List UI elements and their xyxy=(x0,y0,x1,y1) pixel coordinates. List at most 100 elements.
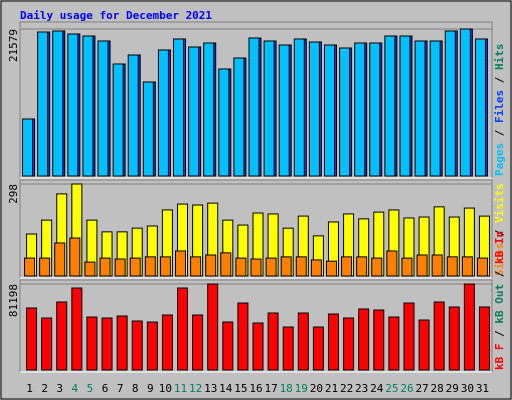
bar xyxy=(67,33,79,177)
legend: Pages / Files / Hits xyxy=(493,44,506,177)
bar xyxy=(192,314,204,371)
legend-entry: Files xyxy=(493,90,506,123)
legend-separator: / xyxy=(493,123,506,143)
x-tick-label: 1 xyxy=(26,382,33,395)
bar xyxy=(112,63,124,177)
x-tick-label: 24 xyxy=(370,382,384,395)
bar xyxy=(463,283,475,371)
bar xyxy=(263,40,275,177)
bar xyxy=(282,326,294,371)
legend-separator: / xyxy=(493,324,506,344)
x-tick-label: 30 xyxy=(461,382,474,395)
bar xyxy=(433,301,445,371)
bar xyxy=(476,257,488,277)
bar xyxy=(86,316,98,371)
legend-entry: kB F xyxy=(493,344,506,371)
bar xyxy=(129,257,141,277)
bar xyxy=(39,257,51,277)
bar xyxy=(429,40,441,177)
x-tick-label: 14 xyxy=(219,382,233,395)
x-tick-label: 18 xyxy=(280,382,293,395)
x-tick-label: 29 xyxy=(446,382,459,395)
bar xyxy=(414,40,426,177)
x-tick-label: 13 xyxy=(204,382,217,395)
x-tick-label: 20 xyxy=(310,382,323,395)
bar xyxy=(37,31,49,177)
bar xyxy=(159,256,171,277)
bar xyxy=(235,257,247,277)
bar xyxy=(177,287,189,371)
bar xyxy=(114,258,126,277)
x-tick-label: 17 xyxy=(264,382,277,395)
bar xyxy=(127,54,139,177)
bar xyxy=(142,81,154,177)
bar xyxy=(339,47,351,177)
x-tick-label: 22 xyxy=(340,382,353,395)
x-tick-label: 4 xyxy=(72,382,79,395)
bar xyxy=(188,46,200,177)
bar xyxy=(41,317,53,371)
x-tick-label: 25 xyxy=(385,382,398,395)
x-tick-label: 11 xyxy=(174,382,187,395)
bar xyxy=(369,42,381,177)
bar xyxy=(175,250,187,277)
bar xyxy=(459,28,471,177)
bar xyxy=(250,258,262,277)
bar xyxy=(252,322,264,371)
bar xyxy=(403,302,415,371)
bar xyxy=(295,256,307,277)
bar xyxy=(220,252,232,277)
bar xyxy=(99,257,111,277)
x-tick-label: 23 xyxy=(355,382,368,395)
bar xyxy=(308,41,320,177)
bar xyxy=(278,44,290,177)
bar xyxy=(431,254,443,277)
bar xyxy=(248,37,260,177)
x-tick-label: 10 xyxy=(159,382,172,395)
bar xyxy=(52,30,64,177)
bar xyxy=(54,242,66,277)
bar xyxy=(444,30,456,177)
bar xyxy=(207,283,219,371)
bar xyxy=(371,257,383,277)
bar xyxy=(323,44,335,177)
x-tick-label: 21 xyxy=(325,382,338,395)
bar xyxy=(173,38,185,177)
bar xyxy=(267,312,279,371)
bar xyxy=(354,42,366,177)
legend-entry: kB In xyxy=(493,231,506,264)
x-tick-label: 6 xyxy=(102,382,109,395)
legend-entry: Sites xyxy=(493,243,506,276)
x-tick-label: 9 xyxy=(147,382,154,395)
bar xyxy=(161,314,173,371)
legend: Sites / Visits xyxy=(493,183,506,276)
y-tick-label: 21579 xyxy=(7,29,20,62)
bar xyxy=(190,256,202,277)
bar xyxy=(356,256,368,277)
bar xyxy=(26,307,38,371)
legend: kB F / kB Out / kB In xyxy=(493,231,506,370)
bar xyxy=(233,57,245,177)
bar xyxy=(131,320,143,371)
x-tick-label: 31 xyxy=(476,382,489,395)
legend-entry: Hits xyxy=(493,44,506,71)
x-tick-label: 8 xyxy=(132,382,139,395)
bar xyxy=(116,315,128,371)
bar xyxy=(327,313,339,371)
bar xyxy=(146,321,158,371)
bar xyxy=(384,35,396,177)
x-tick-label: 26 xyxy=(400,382,413,395)
bar xyxy=(446,256,458,277)
x-tick-label: 28 xyxy=(431,382,444,395)
legend-separator: / xyxy=(493,223,506,243)
x-tick-label: 2 xyxy=(41,382,48,395)
bar xyxy=(312,326,324,371)
x-tick-label: 15 xyxy=(234,382,247,395)
bar xyxy=(71,287,83,371)
x-tick-label: 19 xyxy=(295,382,308,395)
y-tick-label: 298 xyxy=(7,184,20,204)
bar xyxy=(418,319,430,371)
bar xyxy=(399,35,411,177)
bar xyxy=(56,301,68,371)
